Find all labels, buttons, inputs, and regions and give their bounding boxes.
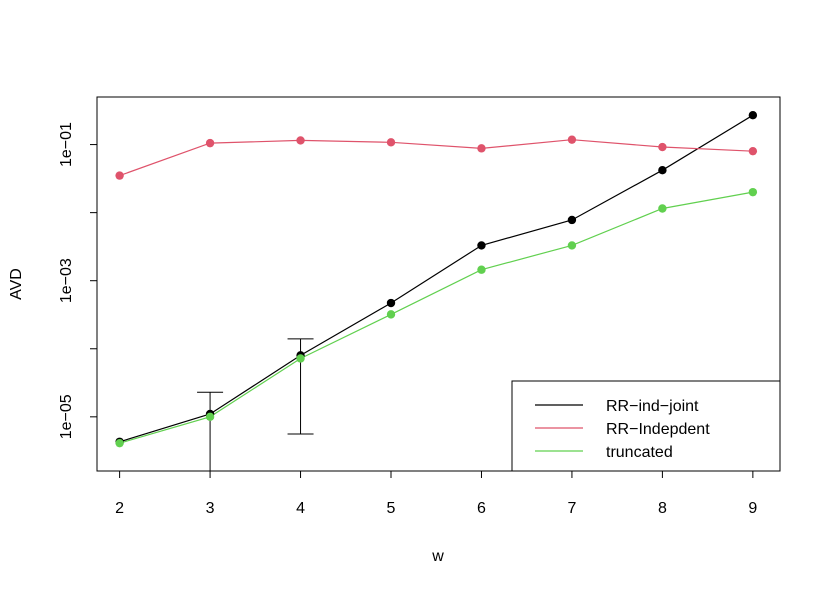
series-line-2 (119, 139, 753, 177)
y-axis: 1e−05 1e−03 1e−01 (58, 122, 98, 439)
x-tick-label: 6 (477, 500, 486, 517)
data-point (477, 265, 486, 274)
y-tick-label: 1e−01 (58, 122, 75, 167)
data-point (748, 187, 758, 197)
legend-label: truncated (606, 444, 673, 461)
y-axis-title: AVD (8, 268, 25, 300)
legend-box (511, 380, 781, 472)
x-tick-label: 4 (296, 500, 305, 517)
x-axis-title: w (431, 548, 444, 565)
data-point (205, 412, 215, 422)
x-tick-label: 3 (206, 500, 215, 517)
data-point (386, 298, 396, 308)
data-point (477, 241, 486, 250)
x-tick-label: 9 (748, 500, 757, 517)
series-line-1 (119, 114, 754, 443)
data-point (115, 171, 124, 180)
data-point (296, 354, 305, 363)
data-point (748, 111, 758, 120)
legend-label: RR−Indepdent (606, 421, 710, 438)
data-point (567, 215, 577, 225)
data-point (658, 166, 667, 175)
data-point (115, 438, 124, 448)
data-point (567, 135, 577, 144)
y-tick-label: 1e−03 (58, 258, 75, 303)
x-tick-label: 8 (658, 500, 667, 517)
y-tick-label: 1e−05 (58, 394, 75, 439)
data-point (205, 138, 215, 148)
error-bars (197, 338, 314, 471)
x-axis: 2 3 4 5 6 7 8 9 (115, 470, 757, 517)
legend-label: RR−ind−joint (606, 398, 699, 415)
series-line-3 (119, 191, 754, 444)
data-point (658, 142, 667, 152)
series-lines (119, 114, 754, 444)
data-point (658, 204, 667, 213)
x-tick-label: 5 (387, 500, 396, 517)
data-point (567, 241, 577, 250)
data-point (386, 310, 396, 319)
x-tick-label: 2 (115, 500, 124, 517)
series-points (115, 111, 758, 448)
legend: RR−ind−joint RR−Indepdent truncated (511, 380, 781, 472)
data-point (386, 138, 396, 147)
data-point (477, 144, 486, 153)
data-point (296, 136, 305, 145)
x-tick-label: 7 (567, 500, 576, 517)
data-point (748, 146, 758, 156)
